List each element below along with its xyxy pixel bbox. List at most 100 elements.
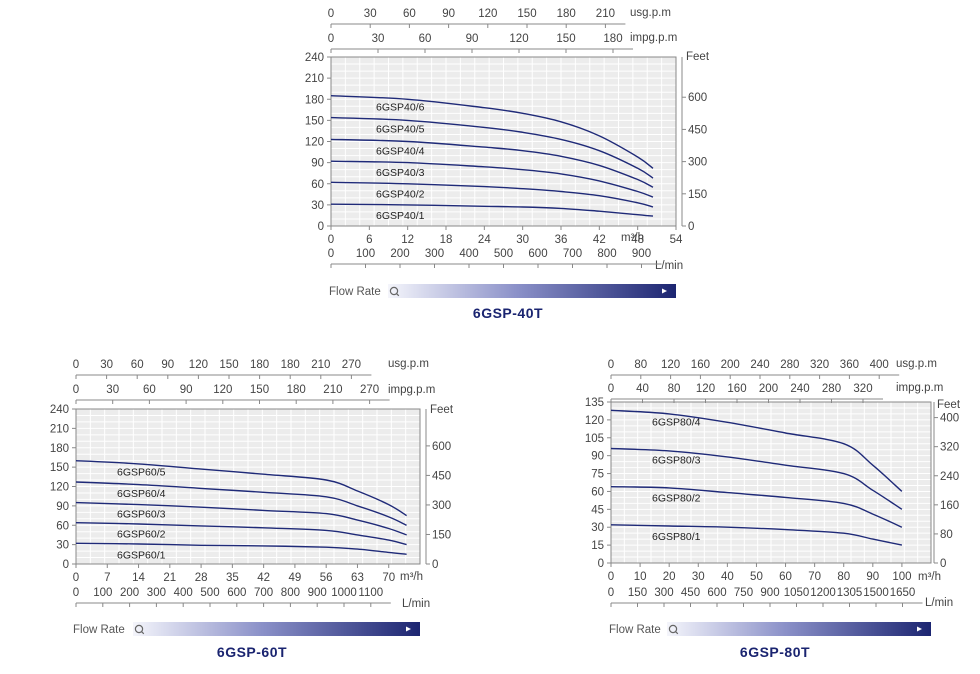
impgpm-tick-label: 30 xyxy=(106,384,119,396)
curve-label: 6GSP80/3 xyxy=(652,455,701,467)
x-tick-label: 30 xyxy=(516,234,529,246)
x-tick-label: 63 xyxy=(351,572,364,584)
flow-rate-label: Flow Rate xyxy=(329,286,381,298)
usgpm-tick-label: 120 xyxy=(189,359,208,371)
arrow-right-icon xyxy=(406,626,411,632)
usgpm-tick-label: 180 xyxy=(281,359,300,371)
feet-tick-label: 80 xyxy=(940,529,953,541)
magnifier-icon xyxy=(134,624,144,634)
impgpm-tick-label: 60 xyxy=(143,384,156,396)
usgpm-tick-label: 360 xyxy=(840,359,859,371)
impgpm-tick-label: 180 xyxy=(287,384,306,396)
x-tick-label: 0 xyxy=(608,571,614,583)
curve-label: 6GSP60/4 xyxy=(117,488,166,500)
chart-6gsp-60t: 6GSP-60T Flow Rate m³/h L/min usg.p.m im… xyxy=(50,358,454,660)
lmin-tick-label: 0 xyxy=(73,587,79,599)
curve-label: 6GSP40/4 xyxy=(376,145,425,157)
curve-label: 6GSP80/1 xyxy=(652,531,701,543)
flow-rate-bar xyxy=(388,284,676,298)
y-tick-label: 60 xyxy=(56,520,69,532)
usgpm-tick-label: 90 xyxy=(161,359,174,371)
usgpm-tick-label: 270 xyxy=(342,359,361,371)
y-tick-label: 0 xyxy=(598,558,604,570)
impgpm-tick-label: 0 xyxy=(328,33,334,45)
x-tick-label: 48 xyxy=(631,234,644,246)
feet-unit-label: Feet xyxy=(937,399,961,411)
lmin-tick-label: 500 xyxy=(494,248,513,260)
impgpm-unit-label: impg.p.m xyxy=(388,384,435,396)
x-tick-label: 49 xyxy=(289,572,302,584)
chart-title: 6GSP-80T xyxy=(740,644,810,660)
usgpm-tick-label: 400 xyxy=(870,359,889,371)
x-tick-label: 7 xyxy=(104,572,110,584)
usgpm-unit-label: usg.p.m xyxy=(388,358,429,370)
x-tick-label: 28 xyxy=(195,572,208,584)
x-tick-label: 60 xyxy=(779,571,792,583)
lmin-tick-label: 200 xyxy=(390,248,409,260)
y-tick-label: 90 xyxy=(311,158,324,170)
usgpm-unit-label: usg.p.m xyxy=(896,358,937,370)
impgpm-tick-label: 80 xyxy=(668,383,681,395)
chart-6gsp-40t: 6GSP-40T Flow Rate m³/h L/min usg.p.m im… xyxy=(305,7,710,321)
lmin-tick-label: 0 xyxy=(328,248,334,260)
curve-6gsp80-1 xyxy=(610,524,903,546)
flow-rate-bar xyxy=(667,622,931,636)
x-tick-label: 0 xyxy=(328,234,334,246)
chart-6gsp-80t: 6GSP-80T Flow Rate m³/h L/min usg.p.m im… xyxy=(585,358,961,660)
usgpm-unit-label: usg.p.m xyxy=(630,7,671,19)
usgpm-tick-label: 150 xyxy=(517,8,536,20)
usgpm-tick-label: 240 xyxy=(750,359,769,371)
curve-6gsp40-1 xyxy=(330,203,654,217)
curve-label: 6GSP40/6 xyxy=(376,102,425,114)
y-tick-label: 45 xyxy=(591,504,604,516)
y-tick-label: 0 xyxy=(63,559,69,571)
impgpm-tick-label: 280 xyxy=(822,383,841,395)
lmin-tick-label: 450 xyxy=(681,587,700,599)
feet-tick-label: 150 xyxy=(432,529,451,541)
x-tick-label: 30 xyxy=(692,571,705,583)
feet-tick-label: 600 xyxy=(688,92,707,104)
lmin-tick-label: 1200 xyxy=(810,587,836,599)
lmin-tick-label: 0 xyxy=(608,587,614,599)
usgpm-tick-label: 60 xyxy=(131,359,144,371)
lmin-tick-label: 100 xyxy=(93,587,112,599)
curve-label: 6GSP60/5 xyxy=(117,467,166,479)
magnifier-handle xyxy=(395,292,400,297)
x-tick-label: 36 xyxy=(555,234,568,246)
usgpm-tick-label: 0 xyxy=(73,359,79,371)
feet-tick-label: 0 xyxy=(688,221,694,233)
usgpm-tick-label: 30 xyxy=(100,359,113,371)
flow-rate-bar xyxy=(133,622,420,636)
impgpm-tick-label: 180 xyxy=(603,33,622,45)
x-tick-label: 0 xyxy=(73,572,79,584)
x-tick-label: 56 xyxy=(320,572,333,584)
x-tick-label: 90 xyxy=(866,571,879,583)
lmin-tick-label: 400 xyxy=(459,248,478,260)
y-tick-label: 30 xyxy=(311,200,324,212)
y-tick-label: 105 xyxy=(585,433,604,445)
y-tick-label: 150 xyxy=(50,462,69,474)
impgpm-tick-label: 90 xyxy=(180,384,193,396)
y-tick-label: 90 xyxy=(591,451,604,463)
feet-tick-label: 240 xyxy=(940,471,959,483)
y-tick-label: 75 xyxy=(591,469,604,481)
impgpm-tick-label: 240 xyxy=(790,383,809,395)
usgpm-tick-label: 0 xyxy=(328,8,334,20)
impgpm-tick-label: 0 xyxy=(73,384,79,396)
usgpm-tick-label: 280 xyxy=(780,359,799,371)
x-tick-label: 14 xyxy=(132,572,145,584)
lmin-tick-label: 1500 xyxy=(863,587,889,599)
x-tick-label: 54 xyxy=(670,234,683,246)
arrow-right-icon xyxy=(917,626,922,632)
lmin-tick-label: 700 xyxy=(254,587,273,599)
lmin-tick-label: 1100 xyxy=(358,587,383,599)
y-tick-label: 210 xyxy=(305,73,324,85)
y-tick-label: 30 xyxy=(591,522,604,534)
usgpm-tick-label: 30 xyxy=(364,8,377,20)
lmin-tick-label: 1650 xyxy=(890,587,916,599)
plot-frame xyxy=(610,401,932,564)
curve-label: 6GSP80/2 xyxy=(652,493,701,505)
usgpm-tick-label: 90 xyxy=(442,8,455,20)
feet-tick-label: 300 xyxy=(432,500,451,512)
